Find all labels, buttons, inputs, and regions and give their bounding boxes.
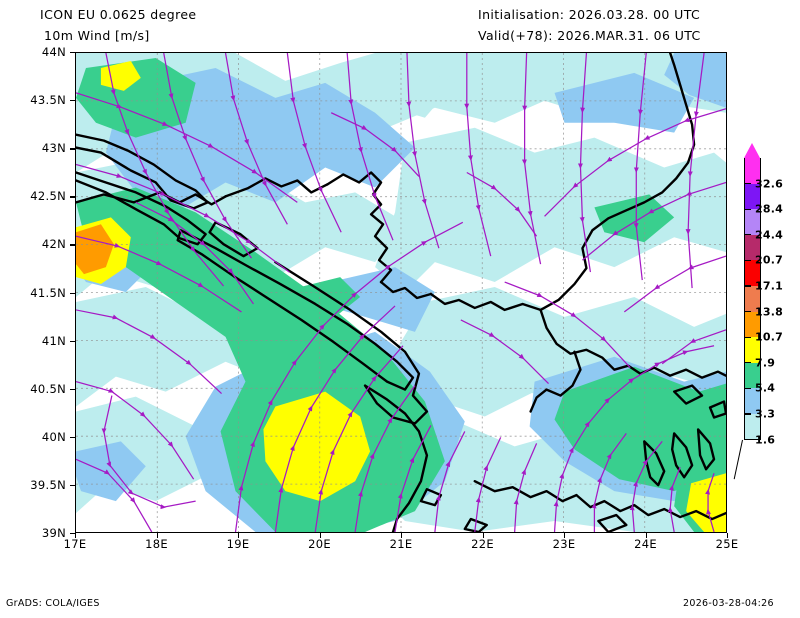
colorbar-label-10: 32.6 bbox=[755, 177, 783, 191]
x-axis-tick-4 bbox=[401, 533, 403, 538]
valid-time-text: Valid(+78): 2026.MAR.31. 06 UTC bbox=[478, 28, 701, 43]
colorbar-label-8: 24.4 bbox=[755, 228, 783, 242]
initialisation-text: Initialisation: 2026.03.28. 00 UTC bbox=[478, 7, 701, 22]
model-title: ICON EU 0.0625 degree bbox=[40, 7, 197, 22]
colorbar-tick-9 bbox=[744, 208, 751, 210]
colorbar-segment-9 bbox=[744, 388, 761, 414]
y-axis-tick-7 bbox=[70, 196, 75, 198]
y-axis-tick-5 bbox=[70, 292, 75, 294]
colorbar-tick-6 bbox=[744, 285, 751, 287]
y-axis-tick-4 bbox=[70, 340, 75, 342]
colorbar-tick-4 bbox=[744, 336, 751, 338]
x-axis-label-2: 19E bbox=[226, 537, 250, 551]
render-timestamp: 2026-03-28-04:26 bbox=[683, 598, 774, 609]
colorbar-tick-8 bbox=[744, 234, 751, 236]
colorbar-segment-0 bbox=[744, 158, 761, 184]
colorbar-tick-3 bbox=[744, 362, 751, 364]
y-axis-label-7: 42.5N bbox=[30, 189, 66, 204]
x-axis-label-3: 20E bbox=[308, 537, 331, 551]
y-axis-label-5: 41.5N bbox=[30, 285, 66, 300]
x-axis-tick-2 bbox=[238, 533, 240, 538]
y-axis-label-9: 43.5N bbox=[30, 93, 66, 108]
y-axis-tick-10 bbox=[70, 52, 75, 54]
x-axis-tick-3 bbox=[319, 533, 321, 538]
wind-field-map bbox=[76, 53, 726, 532]
y-axis-tick-3 bbox=[70, 388, 75, 391]
colorbar-tick-1 bbox=[744, 413, 751, 415]
colorbar-label-6: 17.1 bbox=[755, 279, 783, 293]
x-axis-label-6: 23E bbox=[552, 537, 576, 551]
x-axis-label-0: 17E bbox=[63, 537, 87, 551]
colorbar-extend-min-tail bbox=[733, 439, 744, 480]
colorbar-tick-7 bbox=[744, 259, 751, 262]
colorbar-segment-6 bbox=[744, 311, 761, 338]
colorbar-segment-10 bbox=[744, 413, 761, 440]
y-axis-label-3: 40.5N bbox=[30, 381, 66, 396]
colorbar-segment-5 bbox=[744, 285, 761, 312]
colorbar-label-5: 13.8 bbox=[755, 305, 783, 319]
y-axis-tick-2 bbox=[70, 436, 75, 439]
x-axis-tick-5 bbox=[482, 533, 484, 538]
colorbar-label-3: 7.9 bbox=[755, 356, 776, 370]
colorbar-label-2: 5.4 bbox=[755, 381, 776, 395]
colorbar-tick-5 bbox=[744, 310, 751, 313]
y-axis-tick-0 bbox=[70, 533, 75, 535]
y-axis-tick-1 bbox=[70, 484, 75, 487]
colorbar-segment-1 bbox=[744, 183, 761, 210]
colorbar-segment-4 bbox=[744, 260, 761, 286]
colorbar-segment-3 bbox=[744, 234, 761, 261]
y-axis-label-1: 39.5N bbox=[30, 477, 66, 492]
y-axis-tick-8 bbox=[70, 148, 75, 150]
colorbar-segment-2 bbox=[744, 209, 761, 235]
x-axis-label-7: 24E bbox=[634, 537, 657, 551]
x-axis-label-1: 18E bbox=[145, 537, 168, 551]
y-axis-label-8: 43N bbox=[41, 141, 66, 156]
x-axis-label-8: 25E bbox=[715, 537, 739, 551]
colorbar-label-1: 3.3 bbox=[755, 407, 776, 421]
x-axis-tick-1 bbox=[156, 533, 158, 538]
colorbar-extend-max-arrow bbox=[744, 143, 760, 158]
colorbar-label-9: 28.4 bbox=[755, 202, 783, 216]
map-plot-area[interactable] bbox=[75, 52, 727, 533]
x-axis-label-5: 22E bbox=[471, 537, 494, 551]
colorbar-tick-10 bbox=[744, 182, 751, 185]
y-axis-label-4: 41N bbox=[41, 333, 66, 348]
x-axis-tick-6 bbox=[564, 533, 566, 538]
grads-credit: GrADS: COLA/IGES bbox=[6, 598, 100, 609]
streamline-overlay bbox=[76, 53, 726, 532]
colorbar-segment-7 bbox=[744, 337, 761, 363]
colorbar-label-4: 10.7 bbox=[755, 330, 783, 344]
colorbar-label-7: 20.7 bbox=[755, 253, 783, 267]
colorbar-tick-0 bbox=[744, 438, 751, 441]
colorbar[interactable] bbox=[744, 158, 761, 440]
colorbar-segment-8 bbox=[744, 362, 761, 389]
y-axis-label-2: 40N bbox=[41, 429, 66, 444]
y-axis-label-10: 44N bbox=[41, 45, 66, 59]
y-axis-label-0: 39N bbox=[41, 526, 66, 540]
field-title: 10m Wind [m/s] bbox=[44, 28, 150, 43]
colorbar-tick-2 bbox=[744, 387, 751, 390]
colorbar-extend-min-arrow bbox=[744, 440, 760, 455]
x-axis-tick-0 bbox=[75, 533, 77, 538]
y-axis-label-6: 42N bbox=[41, 237, 66, 252]
y-axis-tick-9 bbox=[70, 100, 75, 102]
x-axis-label-4: 21E bbox=[389, 537, 413, 551]
colorbar-label-0: 1.6 bbox=[755, 433, 776, 447]
x-axis-tick-7 bbox=[645, 533, 647, 538]
contour-band-10.7 bbox=[76, 224, 114, 275]
x-axis-tick-8 bbox=[727, 533, 729, 538]
y-axis-tick-6 bbox=[70, 244, 75, 246]
